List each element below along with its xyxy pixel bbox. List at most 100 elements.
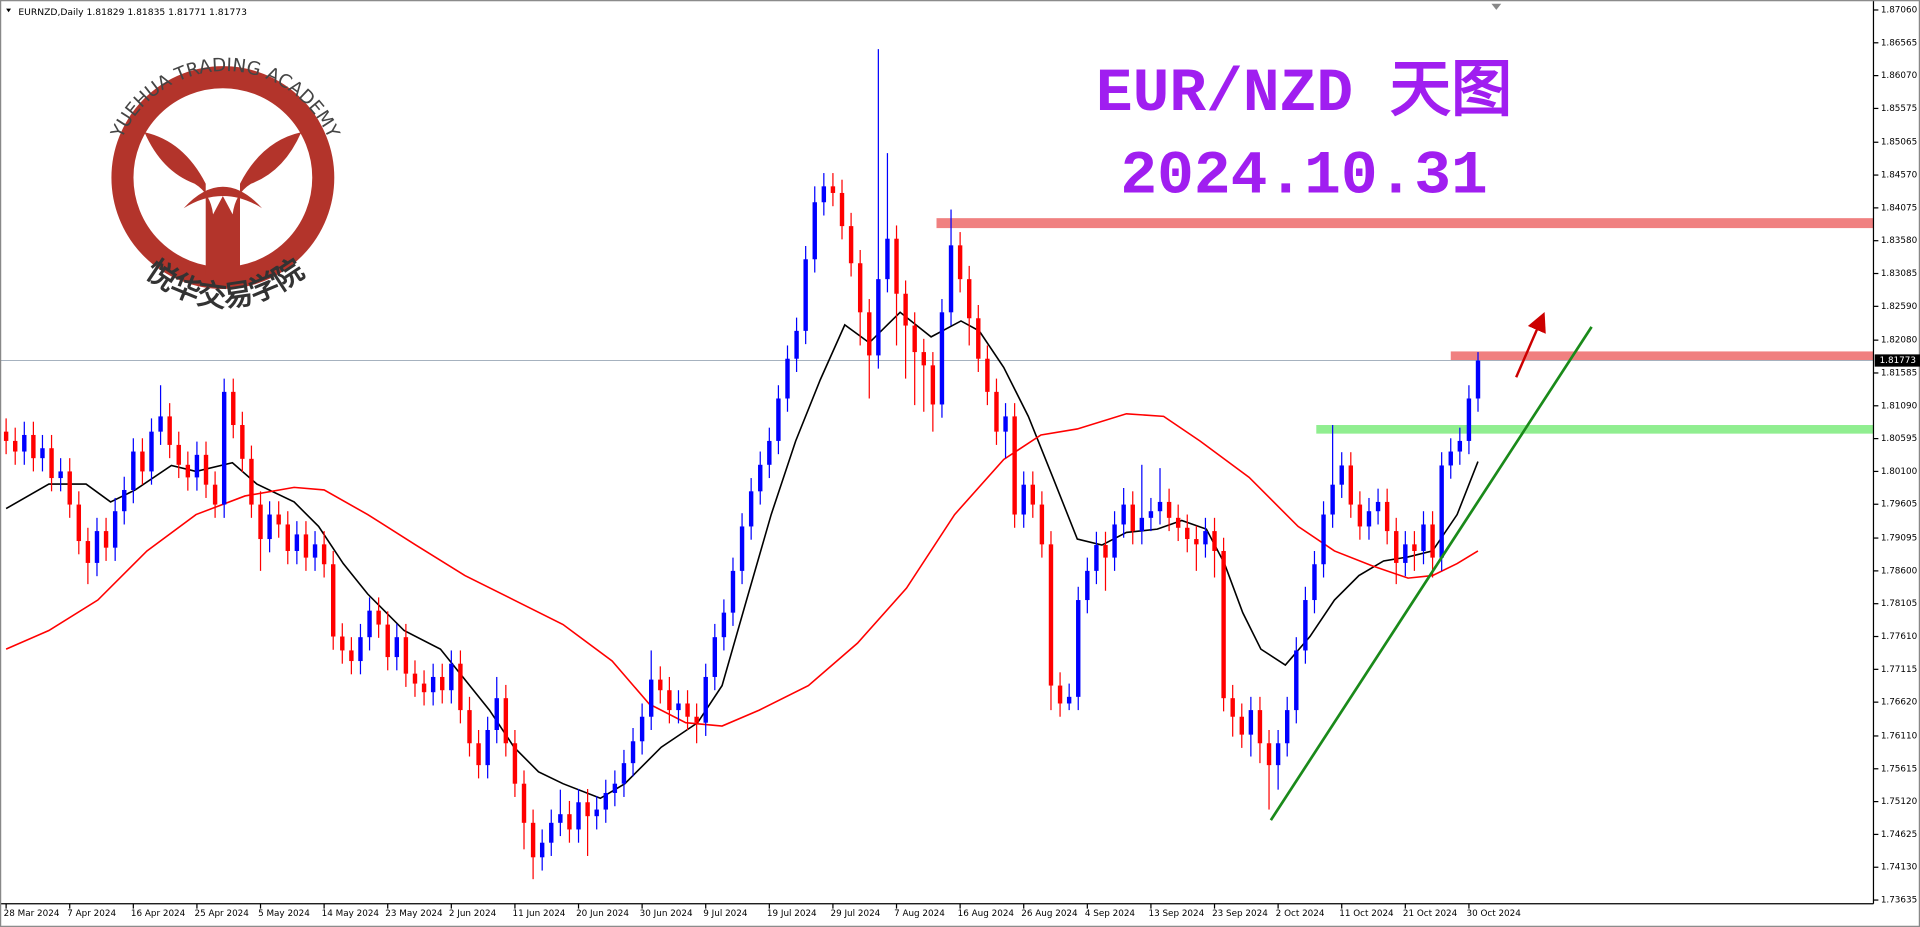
- candle-body: [1121, 504, 1126, 525]
- candle-body: [1275, 743, 1281, 766]
- candle-body: [1257, 710, 1263, 744]
- candle-body: [140, 451, 145, 472]
- candle-body: [367, 610, 372, 638]
- candle-body: [449, 663, 454, 691]
- x-tick-label: 21 Oct 2024: [1403, 909, 1458, 919]
- x-tick-label: 25 Apr 2024: [194, 909, 249, 919]
- x-tick-label: 23 May 2024: [385, 909, 443, 919]
- candle-body: [240, 425, 245, 459]
- candle-body: [1457, 440, 1463, 452]
- y-tick-label: 1.79605: [1881, 500, 1917, 510]
- candle-body: [1103, 545, 1108, 558]
- candle-body: [639, 716, 645, 742]
- last-price-label: 1.81773: [1880, 356, 1916, 366]
- candle-body: [285, 524, 290, 551]
- candle-body: [249, 458, 254, 505]
- y-tick-label: 1.87060: [1881, 5, 1918, 15]
- y-tick-label: 1.74130: [1881, 863, 1918, 873]
- x-tick-label: 30 Oct 2024: [1466, 909, 1521, 919]
- candle-body: [1157, 501, 1163, 512]
- candle-body: [1294, 650, 1299, 711]
- candle-body: [1430, 524, 1435, 558]
- candle-body: [758, 464, 763, 492]
- candle-body: [1175, 517, 1181, 528]
- x-tick-label: 30 Jun 2024: [640, 909, 693, 919]
- candle-body: [1139, 517, 1145, 532]
- candle-body: [1239, 716, 1244, 735]
- candle-body: [22, 434, 27, 452]
- candle-body: [785, 358, 790, 399]
- candle-body: [1448, 451, 1453, 466]
- x-tick-label: 5 May 2024: [258, 909, 310, 919]
- candle-body: [885, 238, 890, 280]
- candle-body: [585, 802, 590, 817]
- candle-body: [358, 637, 363, 662]
- candle-body: [621, 763, 627, 784]
- candle-body: [394, 637, 400, 658]
- candle-body: [458, 663, 463, 711]
- candle-body: [649, 679, 654, 717]
- x-tick-label: 4 Sep 2024: [1085, 909, 1136, 919]
- x-tick-label: 9 Jul 2024: [703, 909, 748, 919]
- candle-body: [1003, 416, 1008, 432]
- candle-body: [303, 534, 309, 558]
- candle-body: [203, 454, 209, 485]
- x-tick-label: 11 Jun 2024: [512, 909, 565, 919]
- candle-body: [112, 511, 118, 548]
- chart-subtitle: 2024.10.31: [1120, 142, 1487, 211]
- y-tick-label: 1.73635: [1881, 896, 1917, 906]
- candle-body: [167, 416, 172, 445]
- y-tick-label: 1.78105: [1881, 599, 1917, 609]
- candle-body: [58, 471, 63, 479]
- candle-body: [1185, 527, 1190, 540]
- candle-body: [703, 676, 708, 723]
- y-tick-label: 1.82080: [1881, 336, 1918, 346]
- candle-body: [603, 792, 608, 810]
- candle-body: [276, 514, 281, 525]
- candle-body: [748, 491, 754, 527]
- x-tick-label: 2 Oct 2024: [1276, 909, 1325, 919]
- candle-body: [539, 842, 545, 858]
- candle-body: [3, 431, 9, 441]
- candle-body: [385, 624, 390, 658]
- candle-body: [1148, 511, 1154, 518]
- y-tick-label: 1.77610: [1881, 632, 1918, 642]
- candle-body: [567, 814, 572, 830]
- candle-body: [848, 226, 854, 264]
- candle-body: [658, 679, 663, 691]
- last-price-box: [1874, 354, 1920, 367]
- candle-body: [685, 703, 690, 717]
- candle-body: [1166, 501, 1172, 518]
- x-tick-label: 19 Jul 2024: [767, 909, 817, 919]
- candle-body: [667, 690, 672, 711]
- candle-body: [1085, 570, 1090, 601]
- candle-body: [1421, 524, 1426, 551]
- candle-body: [721, 612, 727, 638]
- logo-ring: [111, 66, 335, 290]
- candle-body: [467, 710, 472, 744]
- candle-body: [794, 330, 799, 359]
- candle-body: [1066, 696, 1072, 704]
- candle-body: [294, 534, 300, 551]
- candle-body: [939, 312, 945, 405]
- y-tick-label: 1.75120: [1881, 797, 1918, 807]
- candle-body: [1203, 531, 1208, 545]
- candle-body: [985, 358, 990, 392]
- candle-body: [1021, 484, 1026, 515]
- candle-body: [1375, 501, 1381, 512]
- symbol-header: EURNZD,Daily 1.81829 1.81835 1.81771 1.8…: [18, 7, 247, 18]
- candle-body: [1312, 564, 1317, 601]
- candle-body: [776, 398, 781, 441]
- candle-body: [258, 504, 263, 540]
- candle-body: [1248, 710, 1254, 735]
- candle-body: [930, 365, 936, 405]
- candle-body: [957, 245, 963, 280]
- arrow: [1515, 311, 1546, 378]
- candle-body: [1057, 685, 1063, 704]
- chart-title: EUR/NZD 天图: [1096, 59, 1512, 129]
- candle-body: [1130, 504, 1135, 532]
- candle-body: [549, 822, 554, 843]
- candle-body: [31, 434, 36, 459]
- y-tick-label: 1.80595: [1881, 434, 1917, 444]
- x-tick-label: 28 Mar 2024: [4, 909, 60, 919]
